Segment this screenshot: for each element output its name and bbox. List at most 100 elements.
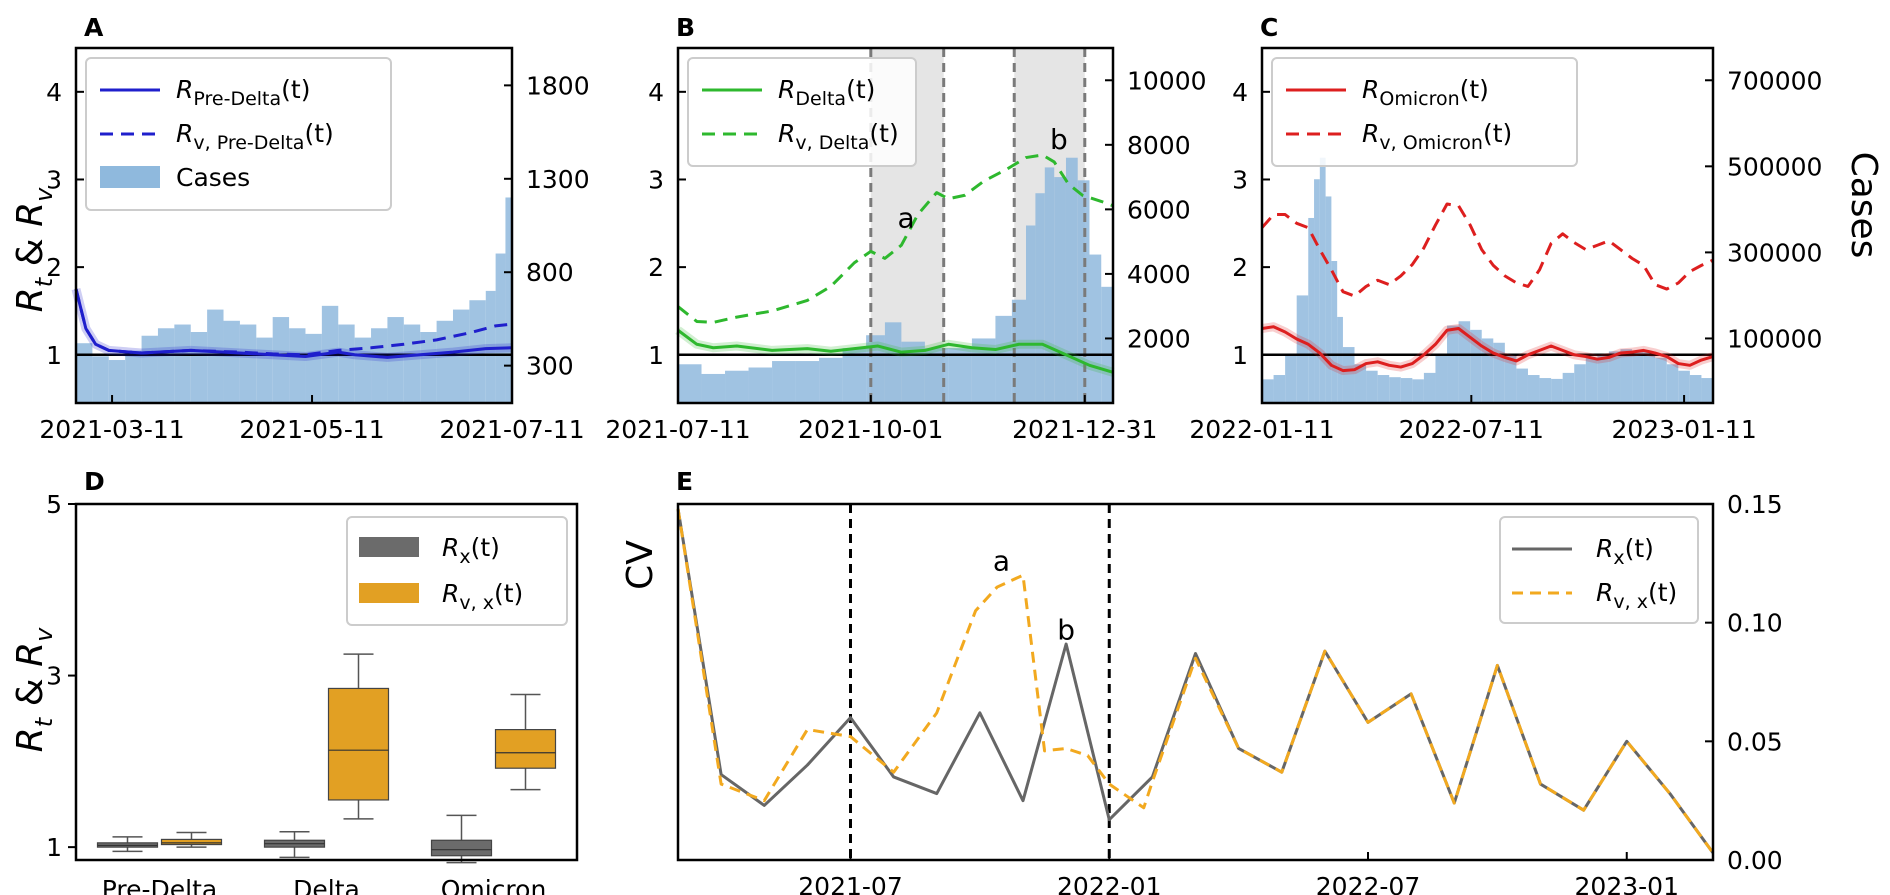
legend-label-main: R	[1362, 75, 1379, 104]
cases-bar	[1481, 338, 1494, 403]
cases-bar	[338, 324, 355, 403]
legend-label: RDelta(t)	[778, 75, 875, 110]
panel-d-letter: D	[84, 467, 105, 496]
x-tick-label: Omicron	[441, 875, 547, 895]
cases-bar	[1585, 357, 1598, 403]
legend-label-sub: x	[1613, 547, 1624, 569]
cases-bar	[1470, 329, 1482, 403]
y2-tick-label: 2000	[1127, 324, 1191, 353]
cases-bar	[1331, 261, 1338, 403]
panel-b-letter: B	[676, 13, 695, 42]
box-body	[160, 838, 223, 846]
cases-bar	[1354, 364, 1367, 403]
cases-bar	[207, 309, 224, 403]
legend-label: RPre-Delta(t)	[176, 75, 310, 110]
cases-bar	[1689, 375, 1702, 403]
legend-label-sub: Omicron	[1379, 88, 1459, 110]
x-tick-label: 2021-07	[798, 872, 902, 895]
cases-bar	[420, 332, 437, 403]
cases-bar	[223, 320, 240, 403]
x-tick-label: Delta	[293, 875, 360, 895]
legend-label-sub: v, Omicron	[1379, 132, 1483, 154]
y-tick-label: 2	[1232, 253, 1248, 282]
cases-bar	[842, 348, 867, 403]
legend-label-tail: (t)	[846, 75, 875, 104]
box-body	[430, 839, 493, 857]
series-line	[676, 508, 1715, 854]
y2-tick-label: 0.10	[1727, 609, 1783, 638]
cases-bar	[1400, 378, 1413, 403]
cases-bar	[772, 361, 796, 403]
plot-frame	[676, 46, 1115, 405]
legend-label-tail: (t)	[1648, 578, 1677, 607]
legend-label: Rx(t)	[1596, 534, 1654, 569]
cases-bar	[1296, 295, 1309, 403]
y2-tick-label: 500000	[1727, 152, 1822, 181]
legend-box	[1499, 516, 1699, 624]
cases-bar	[1035, 193, 1045, 403]
legend-label-main: R	[1596, 534, 1613, 563]
y-tick-label: 4	[46, 78, 62, 107]
y2-tick-label: 300000	[1727, 238, 1822, 267]
y2-tick-label: 0.00	[1727, 846, 1783, 875]
cases-bar	[174, 324, 191, 403]
cases-bar	[1527, 375, 1540, 403]
cases-bar	[289, 328, 306, 403]
legend-label-main: R	[778, 119, 795, 148]
cases-bar	[157, 328, 175, 403]
legend-label: Rv, Pre-Delta(t)	[176, 119, 334, 154]
cases-bar	[92, 356, 109, 403]
y-tick-label: 1	[1232, 341, 1248, 370]
x-tick-label: 2021-03-11	[39, 415, 184, 444]
legend-label-main: R	[778, 75, 795, 104]
cases-bar	[1666, 364, 1679, 403]
cases-bar	[1026, 225, 1036, 403]
legend-label-tail: (t)	[494, 579, 523, 608]
series-line	[1261, 325, 1714, 373]
legend-label: ROmicron(t)	[1362, 75, 1489, 110]
x-tick-label: 2021-05-11	[239, 415, 384, 444]
annotation-label: b	[1057, 613, 1075, 646]
legend-box	[1271, 57, 1578, 167]
y-tick-label: 1	[46, 341, 62, 370]
cases-bar	[256, 337, 273, 403]
legend-label-sub: v, Pre-Delta	[193, 132, 304, 154]
y-tick-label: 3	[46, 662, 62, 691]
box-body	[327, 687, 390, 801]
y-tick-label: 4	[1232, 78, 1248, 107]
legend-label-sub: Delta	[795, 88, 846, 110]
cases-bar	[1308, 217, 1315, 403]
y2-tick-label: 1300	[526, 165, 590, 194]
legend-label-main: R	[176, 75, 193, 104]
cases-bar	[1620, 349, 1633, 403]
legend-label: Rx(t)	[442, 533, 500, 568]
cases-bar	[1273, 375, 1286, 403]
annotation-label: a	[897, 202, 914, 235]
cases-bar	[924, 348, 949, 403]
cases-bar	[1574, 364, 1586, 403]
y2-tick-label: 300	[526, 352, 574, 381]
cases-bar	[1447, 325, 1459, 403]
x-tick-label: 2023-01	[1575, 872, 1679, 895]
cases-bar	[948, 348, 972, 403]
cases-bar	[1562, 372, 1575, 403]
x-tick-label: 2022-01-11	[1189, 415, 1334, 444]
y2-tick-label: 0.05	[1727, 727, 1783, 756]
x-tick-label: 2021-10-01	[798, 415, 943, 444]
legend-label: Rv, x(t)	[1596, 578, 1677, 613]
cases-bar	[1504, 355, 1517, 403]
y-tick-label: 3	[1232, 165, 1248, 194]
cases-bar	[1314, 179, 1320, 403]
cases-bar	[1597, 353, 1609, 403]
x-tick-label: 2022-01	[1057, 872, 1161, 895]
plot-frame	[74, 46, 514, 405]
cases-bar	[1065, 157, 1078, 403]
series-line	[1260, 202, 1714, 298]
cases-bar	[125, 350, 142, 403]
legend-swatch	[100, 166, 160, 188]
cases-bar	[1423, 372, 1436, 403]
legend-label-sub: v, Delta	[795, 132, 869, 154]
cases-bar	[108, 360, 126, 403]
legend: Rx(t)Rv, x(t)	[346, 516, 568, 626]
